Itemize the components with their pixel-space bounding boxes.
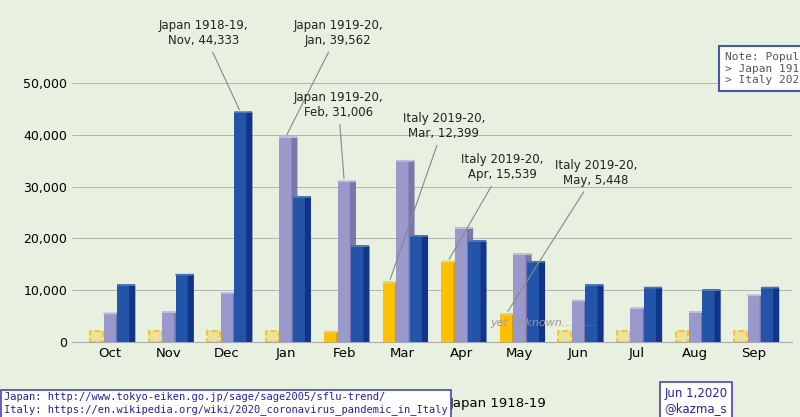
Text: Italy 2019-20,
May, 5,448: Italy 2019-20, May, 5,448 [508,158,637,311]
FancyBboxPatch shape [383,282,396,342]
Bar [207,331,220,342]
Polygon shape [409,161,414,342]
Text: Japan 1919-20,
Feb, 31,006: Japan 1919-20, Feb, 31,006 [294,91,383,178]
FancyBboxPatch shape [761,288,774,342]
Polygon shape [643,308,648,342]
Polygon shape [468,228,472,342]
Polygon shape [540,261,544,342]
FancyBboxPatch shape [586,285,598,342]
Polygon shape [774,288,778,342]
Polygon shape [189,275,193,342]
Polygon shape [117,314,121,342]
FancyBboxPatch shape [279,137,292,342]
Polygon shape [598,285,603,342]
FancyBboxPatch shape [351,246,364,342]
Polygon shape [715,290,720,342]
Polygon shape [760,295,765,342]
Polygon shape [234,293,238,342]
Polygon shape [585,301,590,342]
Bar [90,331,103,342]
FancyBboxPatch shape [234,112,247,342]
Bar [149,331,162,342]
Text: Italy 2019-20,
Apr, 15,539: Italy 2019-20, Apr, 15,539 [449,153,543,259]
Bar [675,331,688,342]
Bar [558,331,571,342]
Text: Japan: http://www.tokyo-eiken.go.jp/sage/sage2005/sflu-trend/
Italy: https://en.: Japan: http://www.tokyo-eiken.go.jp/sage… [4,392,448,415]
FancyBboxPatch shape [514,254,526,342]
FancyBboxPatch shape [396,161,409,342]
Polygon shape [396,282,400,342]
Polygon shape [350,181,355,342]
Polygon shape [364,246,369,342]
Polygon shape [481,241,486,342]
Bar [617,331,630,342]
FancyBboxPatch shape [324,332,337,342]
Bar [675,331,688,342]
FancyBboxPatch shape [468,241,481,342]
Bar [617,331,630,342]
Bar [734,331,747,342]
FancyBboxPatch shape [500,314,513,342]
Bar [558,331,571,342]
Polygon shape [526,254,531,342]
Text: Italy 2019-20,
Mar, 12,399: Italy 2019-20, Mar, 12,399 [390,112,485,279]
Bar [266,331,278,342]
FancyBboxPatch shape [338,181,350,342]
Polygon shape [657,288,662,342]
Text: Jun 1,2020
@kazma_s: Jun 1,2020 @kazma_s [665,387,727,415]
Text: Japan 1918-19,
Nov, 44,333: Japan 1918-19, Nov, 44,333 [159,19,249,110]
Bar [207,331,220,342]
FancyBboxPatch shape [747,295,760,342]
FancyBboxPatch shape [644,288,657,342]
FancyBboxPatch shape [455,228,468,342]
FancyBboxPatch shape [162,312,175,342]
FancyBboxPatch shape [527,262,540,342]
FancyBboxPatch shape [702,290,715,342]
Polygon shape [292,137,297,342]
FancyBboxPatch shape [689,312,702,342]
Bar [734,331,747,342]
Polygon shape [702,312,706,342]
FancyBboxPatch shape [221,293,234,342]
Polygon shape [247,112,252,342]
Bar [266,331,278,342]
Bar [90,331,103,342]
FancyBboxPatch shape [630,308,643,342]
Polygon shape [454,261,459,342]
Bar [149,331,162,342]
FancyBboxPatch shape [442,261,454,342]
Text: Japan 1919-20,
Jan, 39,562: Japan 1919-20, Jan, 39,562 [287,19,383,135]
Polygon shape [422,236,427,342]
Polygon shape [337,332,342,342]
FancyBboxPatch shape [572,301,585,342]
Polygon shape [175,312,180,342]
Polygon shape [130,285,134,342]
Polygon shape [513,314,518,342]
Text: Note: Population of
> Japan 1918 : 56,667K
> Italy 2020 : 60,317K: Note: Population of > Japan 1918 : 56,66… [725,52,800,85]
Text: yet unknown..........: yet unknown.......... [490,319,598,329]
Polygon shape [306,197,310,342]
FancyBboxPatch shape [410,236,422,342]
FancyBboxPatch shape [176,275,189,342]
FancyBboxPatch shape [293,197,306,342]
Legend: Italy 2019-20, Japan 1919-20, Japan 1918-19: Italy 2019-20, Japan 1919-20, Japan 1918… [140,392,551,416]
FancyBboxPatch shape [104,314,117,342]
FancyBboxPatch shape [117,285,130,342]
